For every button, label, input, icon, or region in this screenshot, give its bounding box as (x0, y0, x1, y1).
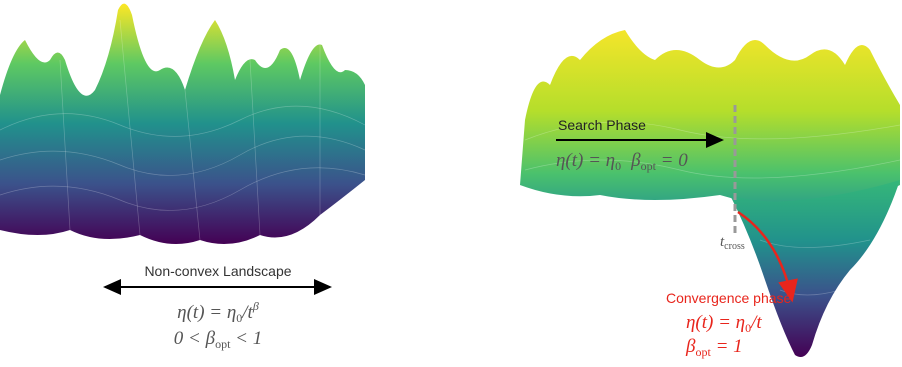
formula: η(t) = η0/t (686, 312, 762, 335)
subscript: 0 (236, 311, 242, 325)
surface (0, 3, 365, 245)
formula: 0 < βopt < 1 (174, 328, 262, 351)
left-surface (0, 3, 366, 245)
label: Non-convex Landscape (144, 263, 291, 279)
part: = 1 (711, 336, 743, 357)
formula: βopt = 1 (685, 336, 743, 359)
subscript: 0 (745, 321, 751, 335)
subscript: opt (641, 159, 657, 173)
funnel (730, 180, 900, 358)
surface (520, 30, 900, 210)
subscript: 0 (615, 159, 621, 173)
part: η(t) = η (686, 312, 745, 333)
part: η(t) = η (177, 302, 236, 323)
wireframe (524, 121, 901, 296)
part: < 1 (230, 328, 262, 349)
subscript: opt (215, 337, 231, 351)
formula: η(t) = η0/tβ (177, 299, 259, 325)
part: η(t) = η (556, 150, 615, 171)
label: Convergence phase (666, 290, 792, 306)
t-cross: tcross (720, 234, 745, 252)
convergence-arrow (737, 210, 798, 303)
subscript: opt (695, 345, 711, 359)
part: /t (241, 302, 253, 323)
wireframe (0, 19, 366, 241)
part: t (720, 234, 725, 250)
part: /t (750, 312, 762, 333)
subscript: cross (724, 241, 745, 252)
part: = 0 (656, 150, 688, 171)
right-surface (520, 30, 901, 358)
part: β (630, 150, 641, 171)
part: β (685, 336, 696, 357)
label: Search Phase (558, 117, 646, 133)
part: 0 < β (174, 328, 216, 349)
formula: η(t) = η0 βopt = 0 (556, 150, 688, 173)
superscript: β (252, 299, 259, 313)
